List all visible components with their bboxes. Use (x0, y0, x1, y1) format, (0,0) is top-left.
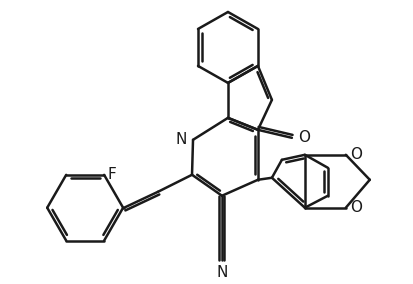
Text: O: O (349, 200, 361, 215)
Text: N: N (216, 265, 227, 280)
Text: O: O (297, 130, 309, 145)
Text: F: F (107, 167, 116, 182)
Text: N: N (175, 132, 187, 147)
Text: O: O (349, 147, 361, 162)
